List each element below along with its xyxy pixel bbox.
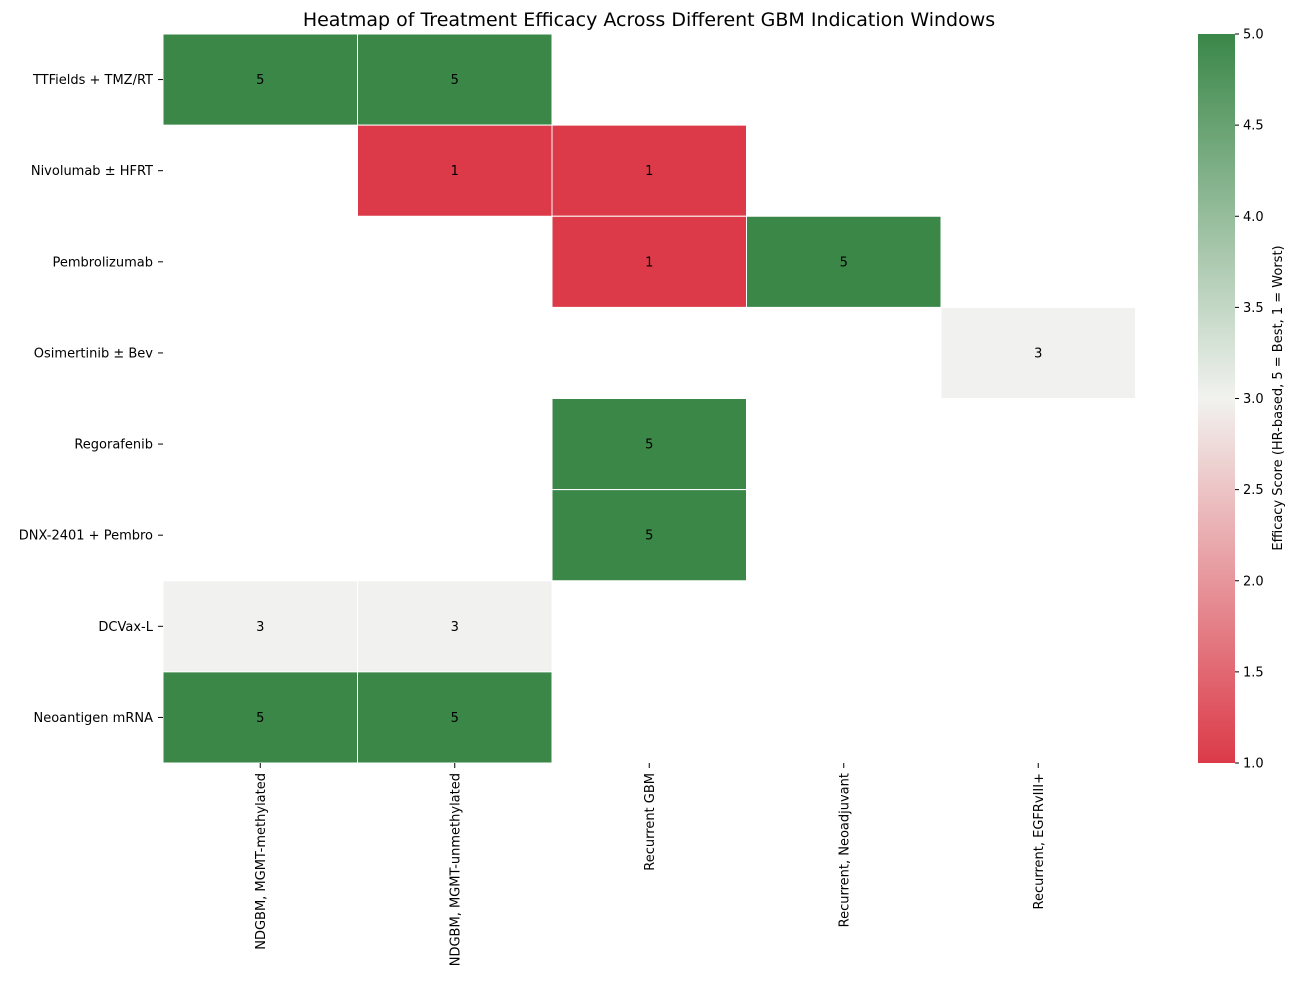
row-label: Osimertinib ± Bev	[34, 346, 154, 361]
cell-value-label: 5	[256, 711, 264, 726]
column-label: Recurrent, Neoadjuvant	[837, 773, 852, 927]
chart-title: Heatmap of Treatment Efficacy Across Dif…	[303, 9, 995, 31]
cell-value-label: 5	[645, 529, 653, 544]
row-label: DNX-2401 + Pembro	[19, 529, 153, 544]
heatmap-cell	[162, 580, 358, 673]
cell-value-label: 1	[645, 164, 653, 179]
row-label: Regorafenib	[74, 438, 153, 453]
colorbar-tick-label: 2.5	[1243, 483, 1264, 498]
heatmap-cells: 5 5 1 1 1 5 3 5 5 3 3 5 5	[162, 33, 1136, 764]
cell-value-label: 3	[1034, 346, 1042, 361]
colorbar-tick-label: 5.0	[1243, 28, 1264, 43]
cell-value-label: 3	[451, 620, 459, 635]
cell-value-label: 5	[840, 255, 848, 270]
heatmap-cell	[162, 33, 358, 126]
row-label: Nivolumab ± HFRT	[31, 164, 153, 179]
cell-value-label: 5	[256, 73, 264, 88]
heatmap-cell	[357, 671, 553, 764]
colorbar-tick-label: 2.0	[1243, 574, 1264, 589]
heatmap-cell	[551, 215, 747, 308]
column-labels: NDGBM, MGMT-methylated NDGBM, MGMT-unmeth…	[254, 763, 1047, 966]
row-label: Pembrolizumab	[53, 255, 153, 270]
row-label: Neoantigen mRNA	[33, 711, 153, 726]
row-label: TTFields + TMZ/RT	[32, 73, 153, 88]
column-label: NDGBM, MGMT-unmethylated	[448, 773, 463, 966]
cell-value-label: 5	[451, 711, 459, 726]
heatmap-cell	[551, 124, 747, 217]
colorbar-label: Efficacy Score (HR-based, 5 = Best, 1 = …	[1271, 245, 1286, 550]
heatmap-cell	[746, 215, 942, 308]
colorbar-tick-label: 3.0	[1243, 392, 1264, 407]
heatmap-cell	[551, 489, 747, 582]
row-label: DCVax-L	[98, 620, 153, 635]
cell-value-label: 3	[256, 620, 264, 635]
column-label: Recurrent GBM	[643, 773, 658, 871]
colorbar-tick-label: 4.5	[1243, 119, 1264, 134]
colorbar-tick-label: 1.5	[1243, 665, 1264, 680]
colorbar-tick-label: 4.0	[1243, 210, 1264, 225]
cell-value-label: 5	[451, 73, 459, 88]
row-labels: TTFields + TMZ/RT Nivolumab ± HFRT Pembrol…	[19, 73, 163, 726]
colorbar-tick-label: 3.5	[1243, 301, 1264, 316]
heatmap-cell	[357, 33, 553, 126]
cell-value-label: 5	[645, 438, 653, 453]
heatmap-cell	[551, 398, 747, 491]
heatmap-cell	[940, 306, 1136, 399]
colorbar	[1198, 34, 1235, 763]
cell-value-label: 1	[645, 255, 653, 270]
heatmap-cell	[357, 124, 553, 217]
colorbar-tick-label: 1.0	[1243, 757, 1264, 772]
heatmap-cell	[162, 671, 358, 764]
cell-value-label: 1	[451, 164, 459, 179]
column-label: Recurrent, EGFRvIII+	[1032, 773, 1047, 910]
heatmap-cell	[357, 580, 553, 673]
colorbar-ticks: 1.0 1.5 2.0 2.5 3.0 3.5 4.0 4.5 5.0	[1235, 28, 1264, 772]
column-label: NDGBM, MGMT-methylated	[254, 773, 269, 950]
